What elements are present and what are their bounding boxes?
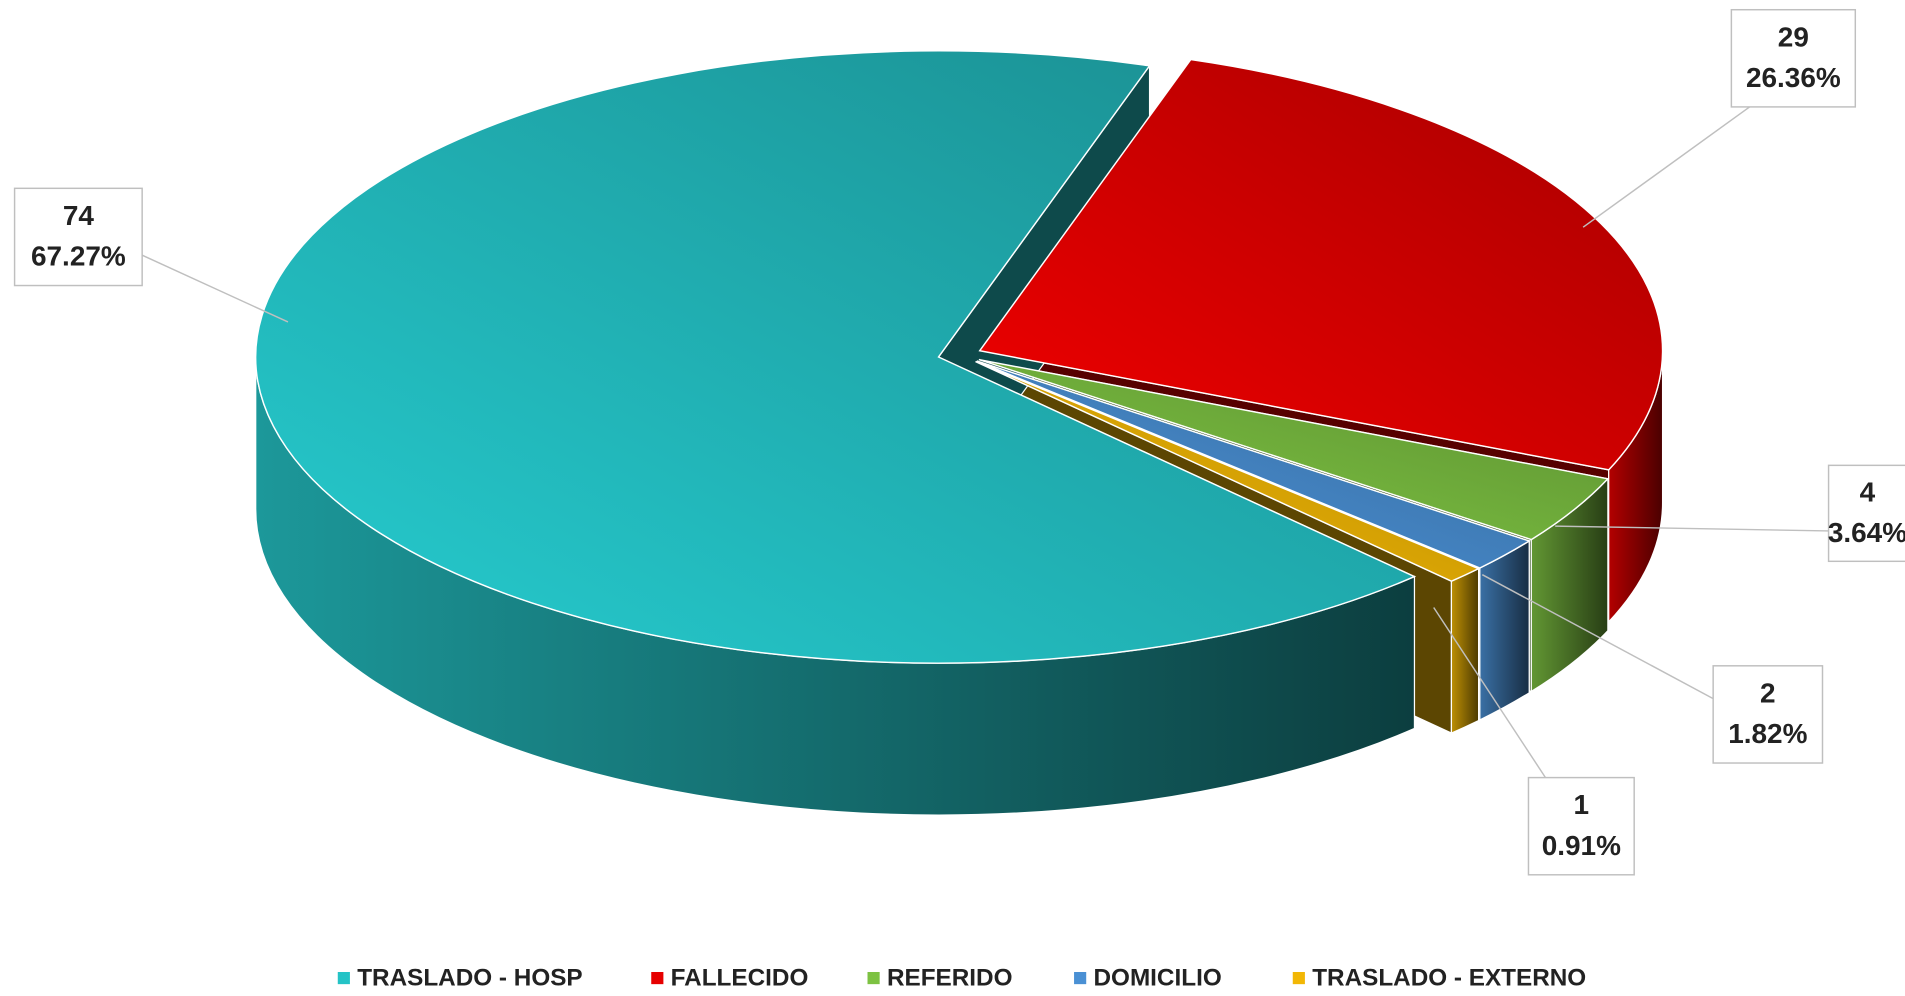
leader-line xyxy=(1555,525,1829,532)
data-label: 26.36% xyxy=(1746,62,1841,93)
leader-line xyxy=(1481,574,1714,700)
legend-label: TRASLADO - HOSP xyxy=(357,965,582,992)
slice xyxy=(255,50,1417,664)
label-box xyxy=(1712,665,1824,764)
legend-swatch xyxy=(1074,972,1087,985)
slice xyxy=(975,360,1481,582)
legend-swatch xyxy=(337,972,350,985)
legend-label: TRASLADO - EXTERNO xyxy=(1312,965,1586,992)
data-label: 2 xyxy=(1760,677,1776,708)
data-label: 4 xyxy=(1860,477,1876,508)
data-label: 1 xyxy=(1574,789,1590,820)
slice xyxy=(978,358,1610,541)
label-box xyxy=(1527,776,1635,876)
label-box xyxy=(13,187,143,287)
legend-swatch xyxy=(1292,972,1305,985)
legend-swatch xyxy=(651,972,664,985)
label-box xyxy=(1827,464,1905,563)
data-label: 67.27% xyxy=(31,241,126,272)
legend-label: FALLECIDO xyxy=(671,965,809,992)
data-label: 74 xyxy=(63,200,95,231)
data-label: 0.91% xyxy=(1542,830,1621,861)
label-box xyxy=(1730,8,1857,108)
slice-side xyxy=(1479,539,1530,721)
slice xyxy=(978,58,1664,471)
leader-line xyxy=(1582,106,1751,228)
leader-line xyxy=(141,254,289,323)
legend-swatch xyxy=(867,972,880,985)
data-label: 29 xyxy=(1778,21,1809,52)
legend-label: REFERIDO xyxy=(887,965,1013,992)
data-label: 3.64% xyxy=(1828,517,1905,548)
slice-side xyxy=(1450,567,1480,734)
leader-line xyxy=(1433,607,1547,779)
plot: 29 26.36% 4 3.64% 2 1.82% 1 0.91% 74 67.27% TRASLA… xyxy=(13,8,1905,992)
legend-label: DOMICILIO xyxy=(1094,965,1222,992)
data-label: 1.82% xyxy=(1728,718,1807,749)
slice xyxy=(976,360,1531,569)
